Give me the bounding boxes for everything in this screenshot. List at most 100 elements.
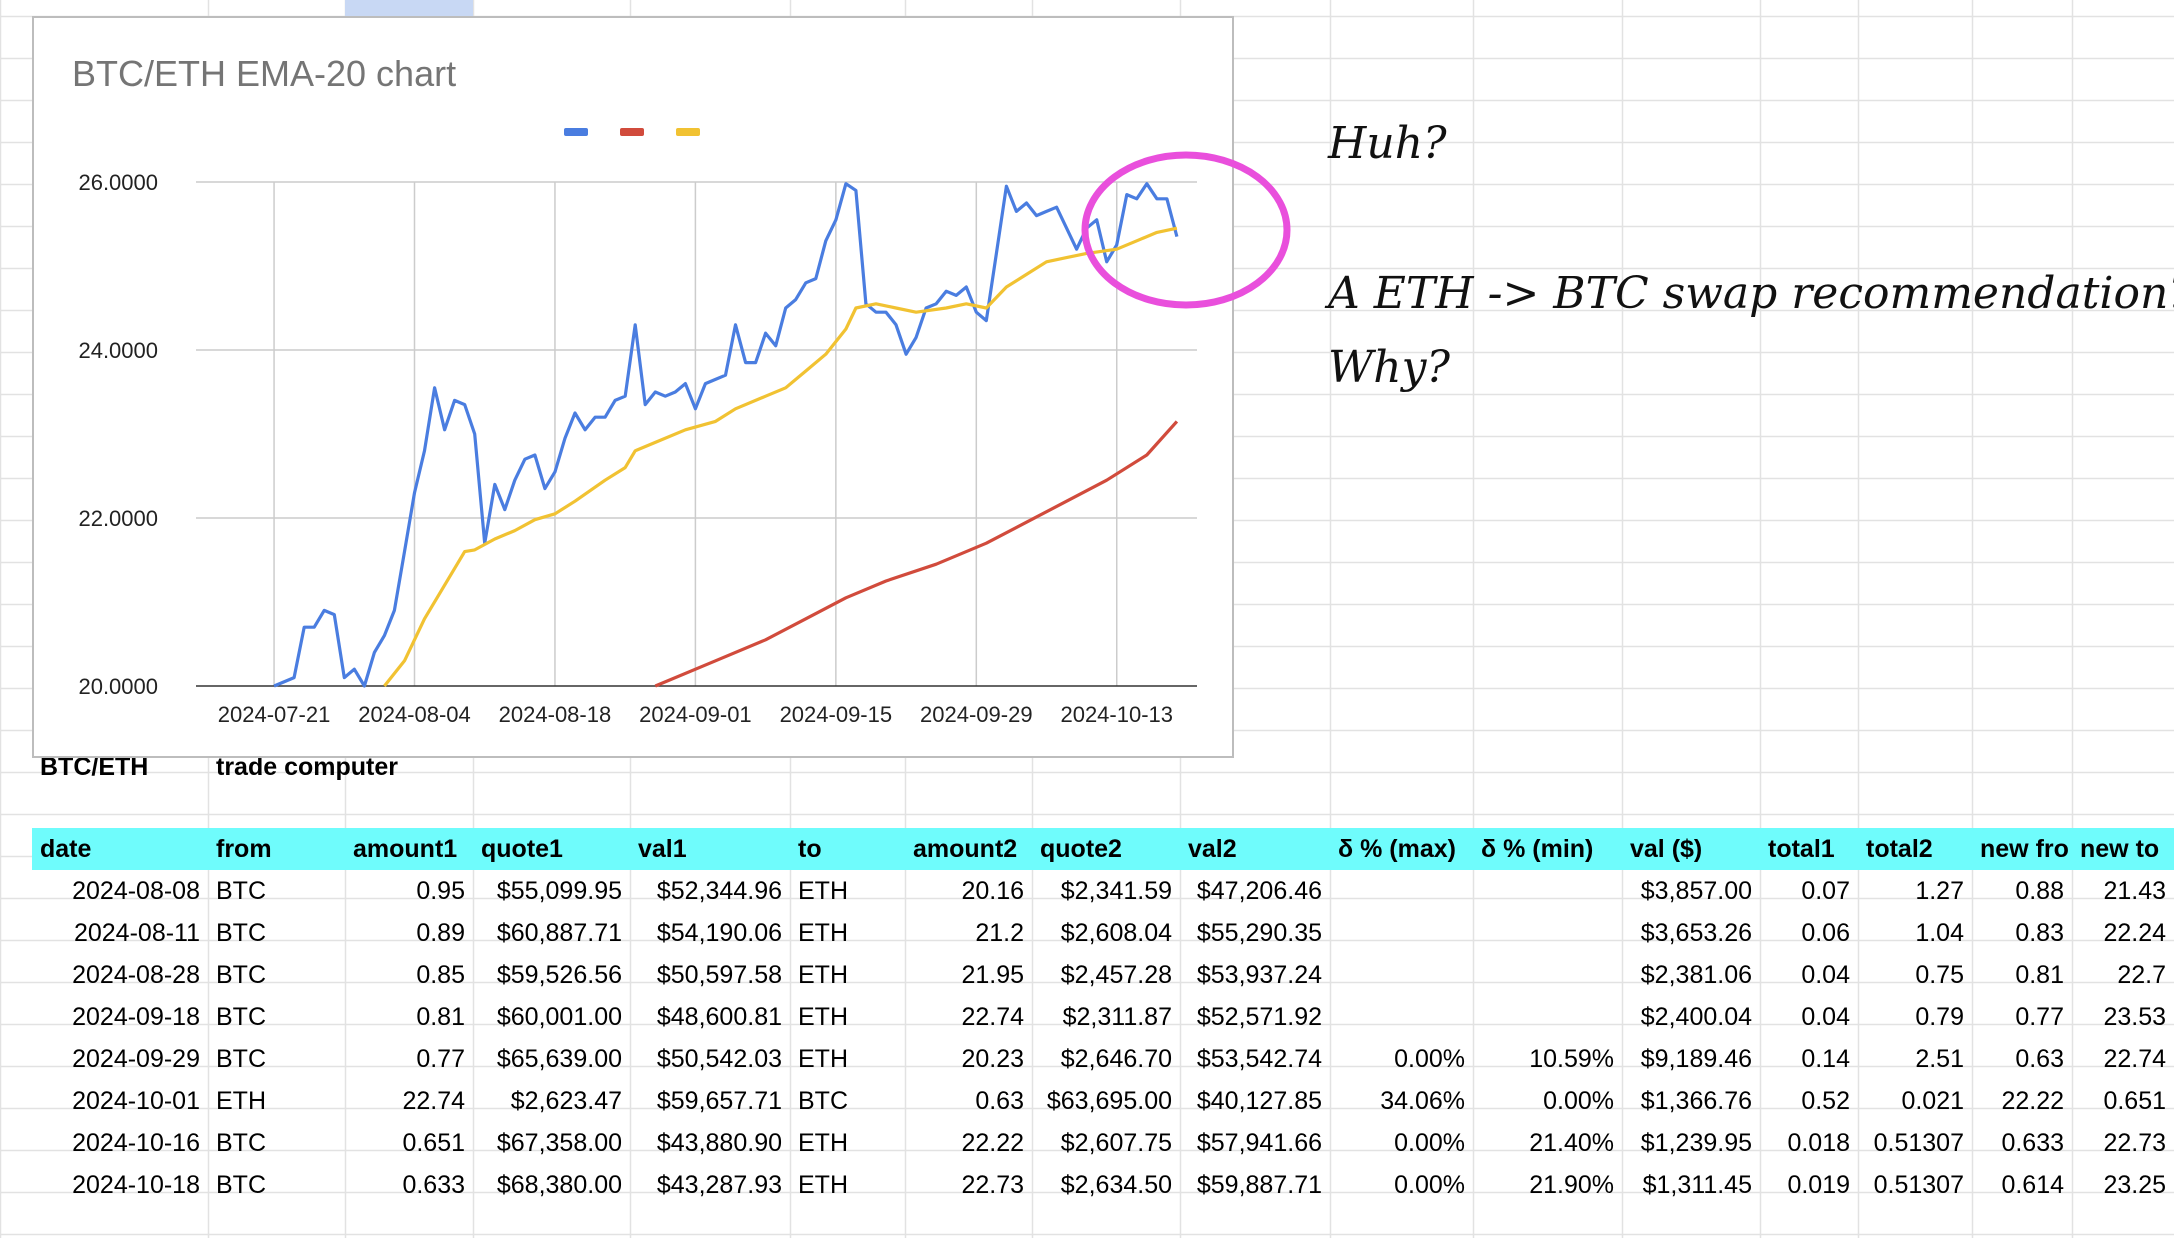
table-cell[interactable]: $53,542.74 (1196, 1045, 1322, 1073)
table-cell[interactable]: 0.07 (1801, 877, 1850, 905)
table-cell[interactable]: 22.73 (961, 1171, 1024, 1199)
table-cell[interactable] (1330, 954, 1473, 996)
table-cell[interactable]: 2024-10-01 (72, 1087, 200, 1115)
table-cell[interactable]: $52,344.96 (656, 877, 782, 905)
table-cell[interactable]: 10.59% (1529, 1045, 1614, 1073)
table-cell[interactable]: 20.16 (961, 877, 1024, 905)
table-cell[interactable]: 2024-09-29 (72, 1045, 200, 1073)
table-cell[interactable]: 21.95 (961, 961, 1024, 989)
table-cell[interactable]: $2,607.75 (1060, 1129, 1172, 1157)
table-cell[interactable]: BTC (216, 1171, 266, 1199)
table-cell[interactable]: BTC (216, 1045, 266, 1073)
table-cell[interactable]: 0.77 (2015, 1003, 2064, 1031)
table-cell[interactable]: $2,400.04 (1640, 1003, 1752, 1031)
table-cell[interactable]: 2024-08-28 (72, 961, 200, 989)
column-header[interactable]: amount1 (345, 828, 473, 870)
table-cell[interactable]: 0.81 (2015, 961, 2064, 989)
column-header[interactable]: from (208, 828, 345, 870)
table-cell[interactable]: 0.63 (2015, 1045, 2064, 1073)
table-cell[interactable]: $2,634.50 (1060, 1171, 1172, 1199)
table-cell[interactable]: $47,206.46 (1196, 877, 1322, 905)
table-cell[interactable]: 0.04 (1801, 1003, 1850, 1031)
table-cell[interactable]: $3,857.00 (1640, 877, 1752, 905)
table-cell[interactable]: 22.7 (2117, 961, 2166, 989)
table-cell[interactable]: $1,239.95 (1640, 1129, 1752, 1157)
table-cell[interactable]: 0.51307 (1873, 1171, 1964, 1199)
column-header[interactable]: to (790, 828, 905, 870)
table-cell[interactable]: 0.633 (2001, 1129, 2064, 1157)
table-cell[interactable]: $55,290.35 (1196, 919, 1322, 947)
table-cell[interactable]: 0.52 (1801, 1087, 1850, 1115)
table-cell[interactable]: 23.25 (2103, 1171, 2166, 1199)
table-cell[interactable]: $57,941.66 (1196, 1129, 1322, 1157)
table-cell[interactable]: 0.63 (975, 1087, 1024, 1115)
column-header[interactable]: quote2 (1032, 828, 1180, 870)
table-cell[interactable]: 0.89 (416, 919, 465, 947)
table-cell[interactable]: ETH (798, 1171, 848, 1199)
table-cell[interactable]: $59,657.71 (656, 1087, 782, 1115)
table-cell[interactable]: 0.85 (416, 961, 465, 989)
table-cell[interactable]: $60,001.00 (496, 1003, 622, 1031)
table-cell[interactable]: 22.24 (2103, 919, 2166, 947)
table-cell[interactable]: 2024-08-08 (72, 877, 200, 905)
table-cell[interactable]: 0.019 (1787, 1171, 1850, 1199)
column-header[interactable]: quote1 (473, 828, 630, 870)
column-header[interactable]: δ % (min) (1473, 828, 1622, 870)
table-cell[interactable]: $43,287.93 (656, 1171, 782, 1199)
table-cell[interactable]: 20.23 (961, 1045, 1024, 1073)
table-cell[interactable]: 1.04 (1915, 919, 1964, 947)
table-cell[interactable]: ETH (216, 1087, 266, 1115)
table-cell[interactable]: 0.00% (1394, 1171, 1465, 1199)
table-cell[interactable]: 0.00% (1394, 1129, 1465, 1157)
selected-column-header[interactable] (345, 0, 473, 16)
table-cell[interactable] (1473, 954, 1622, 996)
table-cell[interactable]: $53,937.24 (1196, 961, 1322, 989)
table-cell[interactable]: $1,311.45 (1642, 1171, 1752, 1199)
table-cell[interactable]: ETH (798, 1045, 848, 1073)
table-cell[interactable]: 2024-10-18 (72, 1171, 200, 1199)
table-cell[interactable]: BTC (216, 1129, 266, 1157)
table-cell[interactable]: 1.27 (1915, 877, 1964, 905)
table-cell[interactable]: 2024-09-18 (72, 1003, 200, 1031)
column-header[interactable]: new fro (1972, 828, 2072, 870)
table-cell[interactable]: 0.651 (2103, 1087, 2166, 1115)
table-cell[interactable]: 2024-08-11 (73, 919, 200, 947)
table-cell[interactable]: 0.021 (1901, 1087, 1964, 1115)
table-cell[interactable]: 23.53 (2103, 1003, 2166, 1031)
table-cell[interactable]: BTC (216, 877, 266, 905)
table-cell[interactable]: ETH (798, 877, 848, 905)
column-header[interactable]: total2 (1858, 828, 1972, 870)
table-cell[interactable]: ETH (798, 961, 848, 989)
column-header[interactable]: new to (2072, 828, 2174, 870)
table-cell[interactable]: 0.614 (2001, 1171, 2064, 1199)
table-cell[interactable]: 0.633 (402, 1171, 465, 1199)
table-cell[interactable]: $2,646.70 (1060, 1045, 1172, 1073)
table-cell[interactable]: $63,695.00 (1046, 1087, 1172, 1115)
table-cell[interactable]: BTC (216, 961, 266, 989)
table-cell[interactable]: $68,380.00 (496, 1171, 622, 1199)
column-header[interactable]: date (32, 828, 208, 870)
table-cell[interactable]: 0.04 (1801, 961, 1850, 989)
table-cell[interactable] (1473, 996, 1622, 1038)
table-cell[interactable] (1330, 912, 1473, 954)
table-cell[interactable]: $3,653.26 (1640, 919, 1752, 947)
table-cell[interactable]: $2,457.28 (1060, 961, 1172, 989)
table-cell[interactable]: 0.83 (2015, 919, 2064, 947)
table-cell[interactable]: 0.81 (416, 1003, 465, 1031)
table-cell[interactable]: $2,311.87 (1062, 1003, 1172, 1031)
table-cell[interactable]: $9,189.46 (1640, 1045, 1752, 1073)
table-cell[interactable]: $2,381.06 (1640, 961, 1752, 989)
table-cell[interactable] (1330, 996, 1473, 1038)
table-cell[interactable]: BTC (798, 1087, 848, 1115)
column-header[interactable]: δ % (max) (1330, 828, 1473, 870)
table-cell[interactable]: 2024-10-16 (72, 1129, 200, 1157)
embedded-chart[interactable]: BTC/ETH EMA-20 chart 26.0000 24.0000 22.00… (32, 16, 1234, 758)
table-cell[interactable]: $1,366.76 (1640, 1087, 1752, 1115)
table-cell[interactable]: 21.2 (975, 919, 1024, 947)
table-cell[interactable]: $59,887.71 (1196, 1171, 1322, 1199)
table-cell[interactable]: $54,190.06 (656, 919, 782, 947)
table-cell[interactable]: $65,639.00 (496, 1045, 622, 1073)
table-cell[interactable]: 21.40% (1529, 1129, 1614, 1157)
table-cell[interactable]: 0.79 (1915, 1003, 1964, 1031)
table-cell[interactable]: 0.75 (1915, 961, 1964, 989)
